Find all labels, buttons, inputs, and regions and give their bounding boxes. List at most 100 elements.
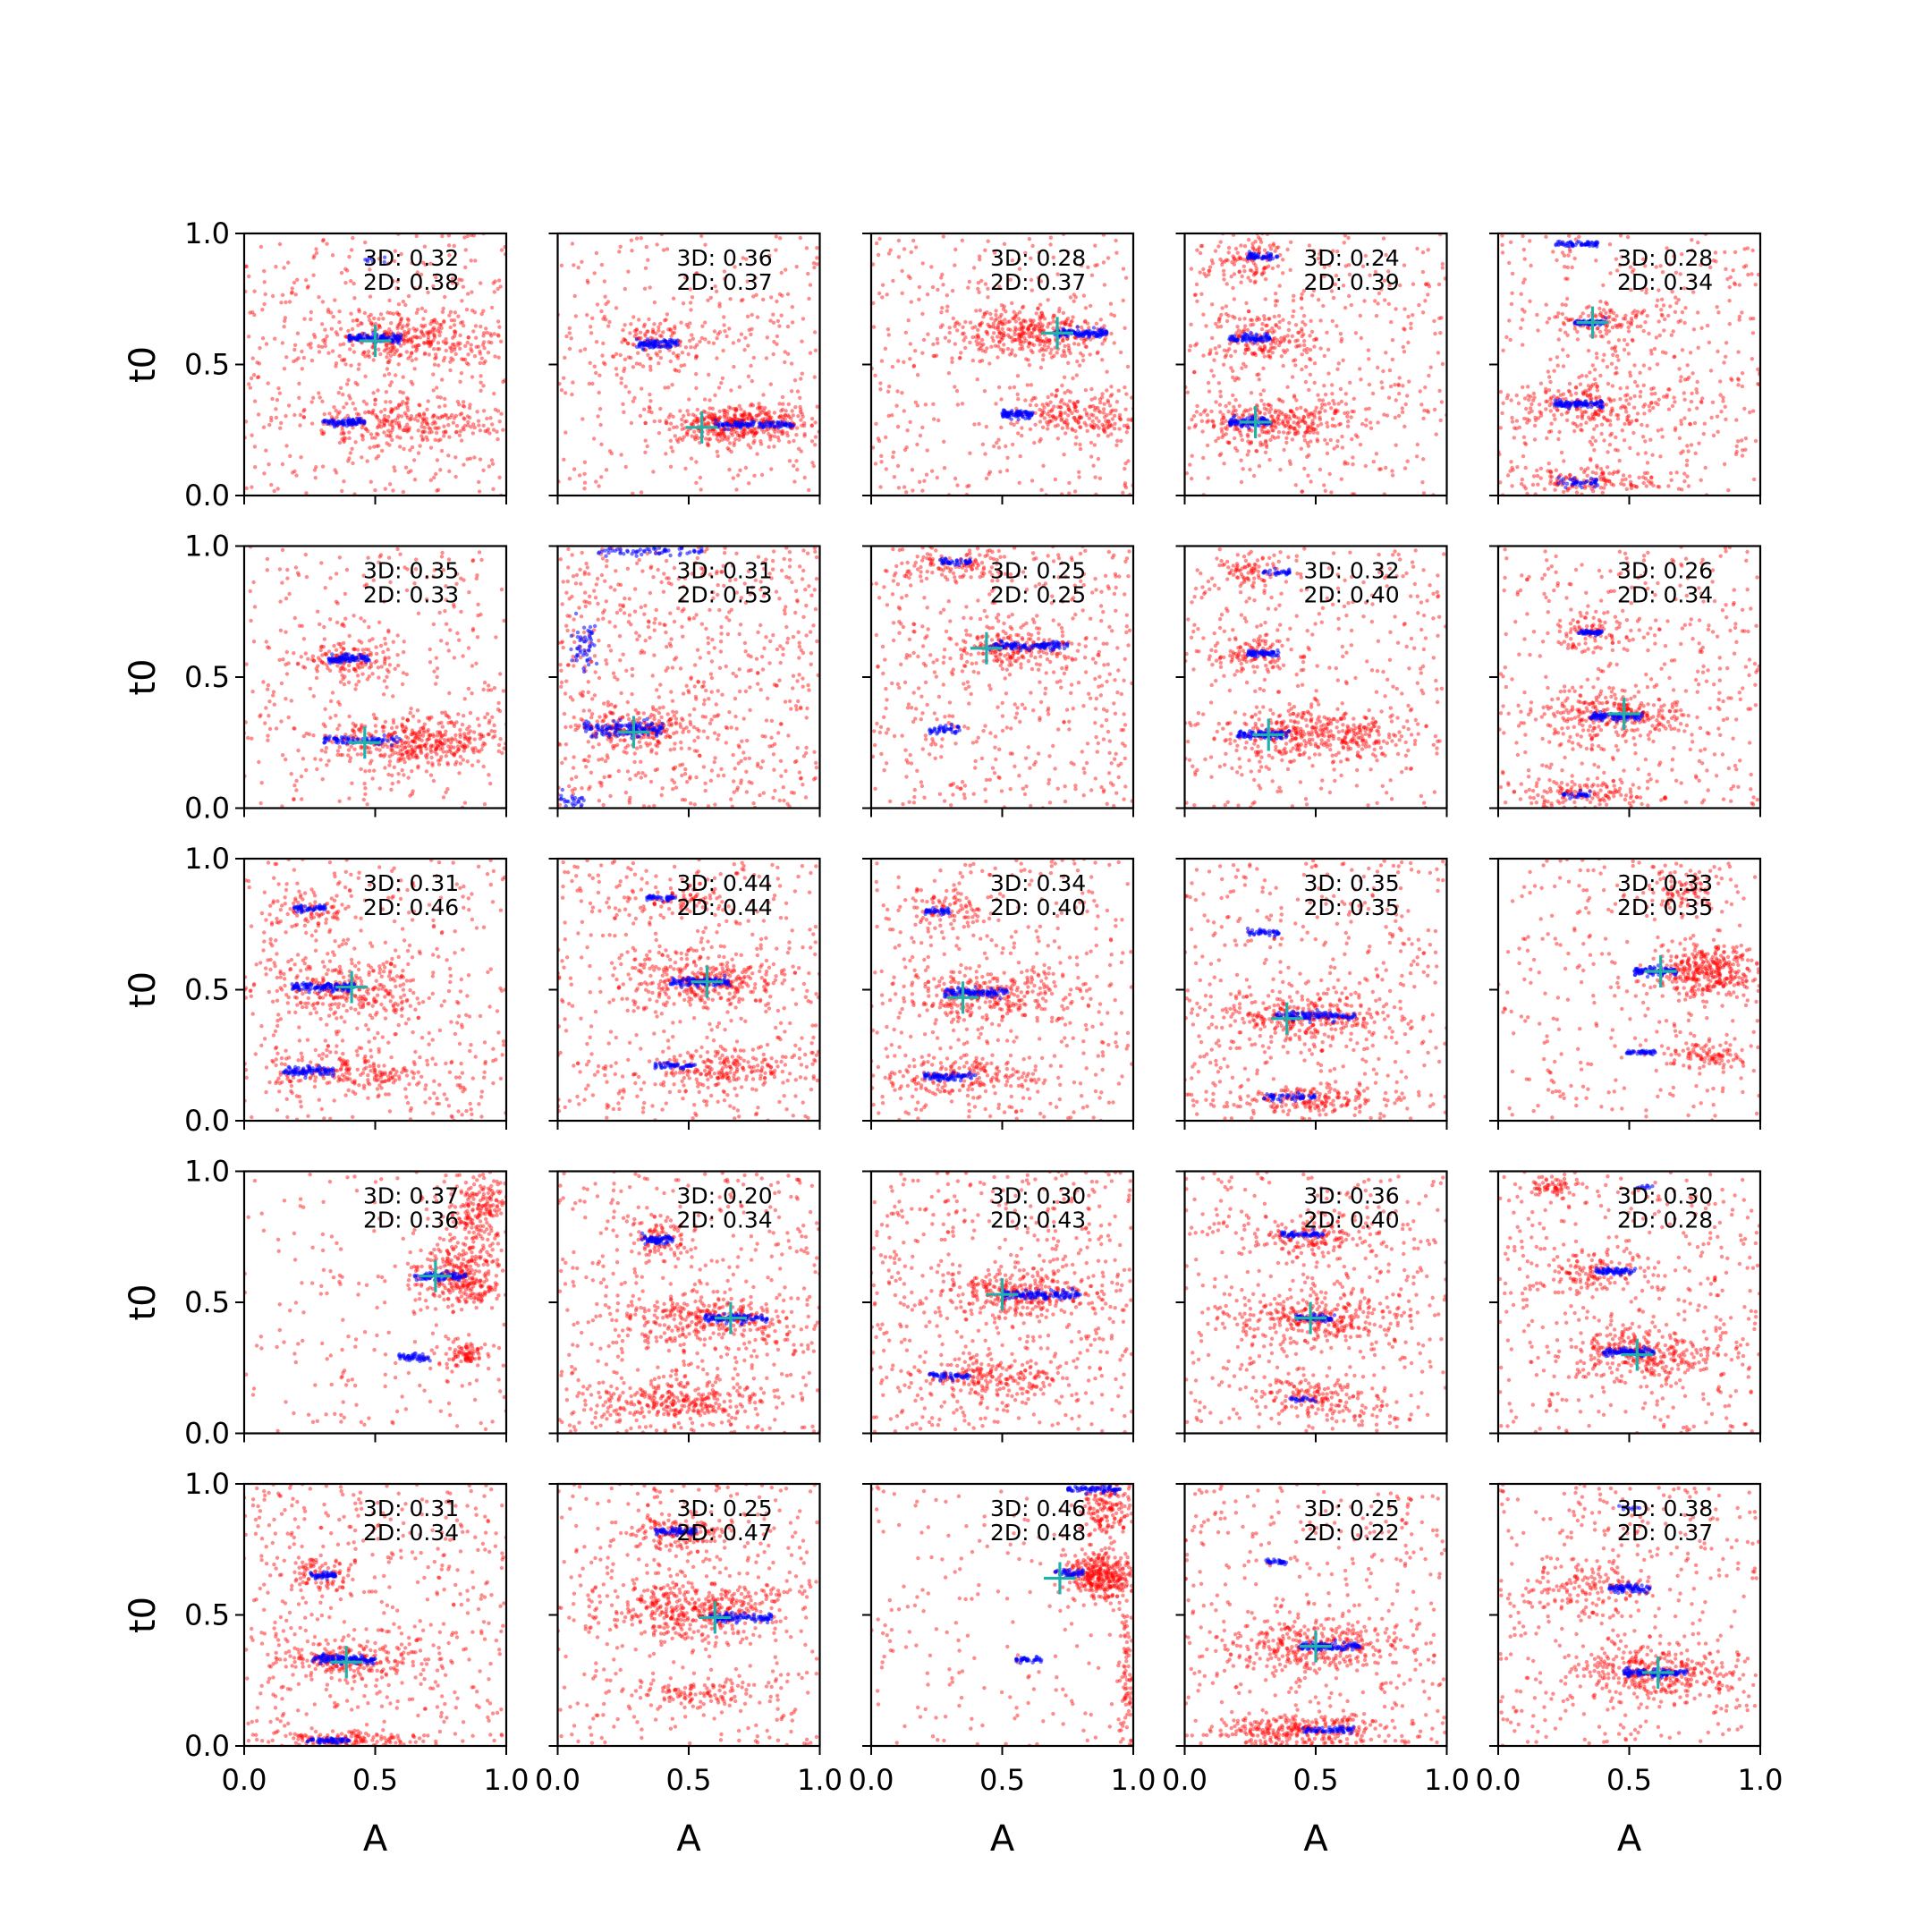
point-2d (1439, 316, 1444, 320)
point-2d (1345, 424, 1351, 428)
point-2d (479, 388, 483, 393)
point-2d (1428, 365, 1433, 369)
point-2d (689, 308, 693, 312)
point-2d (997, 339, 1002, 344)
point-2d (607, 449, 613, 453)
point-2d (742, 412, 747, 418)
point-2d (1323, 488, 1328, 493)
point-2d (402, 411, 407, 415)
point-2d (1297, 330, 1301, 335)
point-2d (436, 363, 441, 368)
point-2d (1498, 480, 1503, 485)
point-2d (564, 391, 568, 395)
point-2d (409, 417, 413, 421)
point-2d (985, 346, 989, 351)
point-2d (559, 263, 564, 267)
point-2d (1232, 262, 1237, 267)
point-2d (1608, 422, 1613, 428)
point-2d (1299, 446, 1304, 451)
point-2d (1614, 370, 1619, 376)
point-2d (974, 339, 979, 343)
point-2d (1346, 235, 1351, 241)
point-2d (1030, 479, 1035, 483)
point-2d (1211, 419, 1216, 424)
point-2d (1027, 341, 1031, 346)
point-2d (1737, 314, 1742, 319)
point-2d (707, 414, 711, 419)
score-2d-label: 2D: 0.39 (1304, 269, 1400, 295)
point-2d (659, 334, 664, 339)
point-2d (419, 420, 425, 426)
point-2d (1018, 332, 1022, 336)
point-2d (1573, 237, 1579, 242)
point-2d (1679, 421, 1684, 427)
point-2d (620, 340, 624, 344)
point-2d (775, 435, 781, 440)
point-3d (359, 336, 363, 341)
point-2d (932, 417, 936, 421)
point-2d (643, 420, 648, 426)
point-2d (1400, 410, 1405, 414)
point-2d (1409, 321, 1413, 326)
point-2d (481, 340, 487, 344)
point-2d (406, 331, 411, 335)
point-2d (1509, 460, 1513, 464)
point-2d (900, 291, 904, 295)
point-2d (1270, 345, 1275, 350)
point-2d (1617, 322, 1623, 327)
point-2d (1002, 242, 1007, 246)
point-2d (385, 433, 389, 438)
point-2d (585, 312, 589, 318)
point-2d (1678, 378, 1683, 384)
point-2d (258, 244, 264, 250)
point-2d (622, 369, 626, 374)
point-2d (1409, 326, 1413, 331)
point-2d (598, 422, 603, 428)
point-2d (1384, 252, 1388, 258)
point-2d (398, 319, 402, 324)
point-2d (1227, 342, 1233, 346)
point-2d (741, 413, 746, 418)
point-2d (1021, 318, 1026, 323)
point-2d (1305, 346, 1309, 352)
point-2d (996, 323, 1001, 327)
point-2d (410, 351, 414, 356)
point-2d (722, 412, 727, 417)
point-2d (930, 284, 936, 290)
point-2d (1065, 388, 1071, 394)
point-2d (989, 344, 994, 349)
point-2d (1236, 377, 1241, 381)
point-2d (567, 477, 572, 481)
point-2d (1036, 306, 1040, 311)
point-2d (922, 479, 927, 483)
point-2d (996, 385, 1002, 390)
point-2d (407, 327, 411, 332)
point-2d (443, 403, 447, 408)
point-2d (683, 275, 688, 280)
point-2d (1560, 302, 1564, 307)
point-2d (444, 413, 449, 418)
point-2d (1237, 428, 1241, 433)
point-2d (1063, 343, 1067, 349)
point-2d (1601, 283, 1606, 288)
point-2d (1381, 369, 1385, 374)
point-2d (1301, 434, 1307, 438)
point-3d (1017, 410, 1022, 414)
point-2d (664, 419, 668, 423)
point-2d (1062, 351, 1067, 355)
point-2d (1359, 335, 1364, 341)
point-2d (283, 318, 287, 323)
point-2d (732, 443, 736, 447)
point-2d (1009, 351, 1014, 356)
point-2d (1521, 343, 1525, 347)
point-2d (373, 397, 377, 402)
point-2d (1579, 428, 1583, 432)
point-2d (388, 430, 393, 435)
point-2d (481, 334, 486, 338)
point-2d (1274, 299, 1278, 303)
point-2d (1685, 377, 1690, 382)
point-2d (722, 414, 726, 419)
point-2d (1221, 433, 1226, 437)
point-2d (1733, 452, 1739, 456)
point-2d (747, 327, 751, 333)
